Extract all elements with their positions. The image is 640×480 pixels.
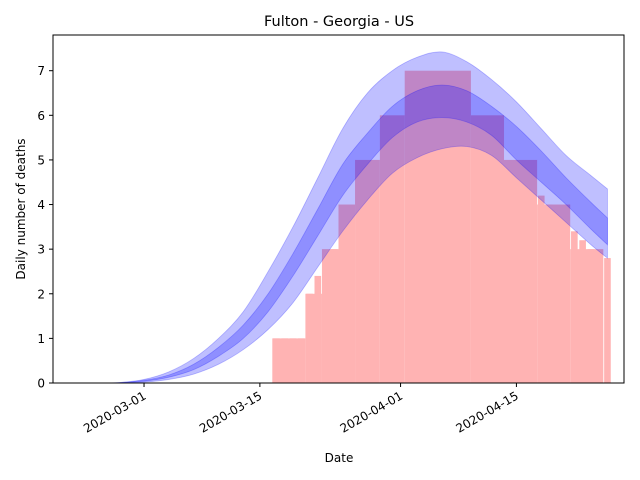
weekly-bar <box>338 204 356 383</box>
weekly-bar <box>379 115 405 384</box>
outer-band <box>94 51 608 384</box>
y-axis-label: Daily number of deaths <box>14 138 28 279</box>
y-tick-label: 7 <box>37 64 45 78</box>
weekly-bar <box>537 204 571 383</box>
weekly-bar <box>570 249 604 383</box>
y-axis: 0 1 2 3 4 5 6 7 <box>37 64 53 391</box>
plot-area <box>94 51 611 384</box>
y-tick-label: 4 <box>37 198 45 212</box>
weekly-bar <box>470 115 505 384</box>
x-tick-label: 2020-03-01 <box>81 389 148 436</box>
weekly-bar <box>321 249 339 383</box>
y-tick-label: 0 <box>37 377 45 391</box>
weekly-bar <box>272 338 306 383</box>
y-tick-label: 6 <box>37 109 45 123</box>
x-axis-label: Date <box>325 451 354 465</box>
inner-band <box>94 84 608 384</box>
weekly-bar <box>355 159 380 383</box>
weekly-bar <box>404 70 471 383</box>
y-tick-label: 1 <box>37 332 45 346</box>
daily-bar <box>604 258 611 383</box>
chart-title: Fulton - Georgia - US <box>264 14 414 30</box>
weekly-bar <box>504 159 538 383</box>
x-axis: 2020-03-01 2020-03-15 2020-04-01 2020-04-15 <box>81 383 521 436</box>
y-tick-label: 3 <box>37 243 45 257</box>
y-tick-label: 5 <box>37 153 45 167</box>
y-tick-label: 2 <box>37 287 45 301</box>
plot-frame <box>52 34 625 384</box>
x-tick-label: 2020-03-15 <box>197 389 264 436</box>
x-tick-label: 2020-04-01 <box>338 389 405 436</box>
x-tick-label: 2020-04-15 <box>454 389 521 436</box>
weekly-bar <box>305 293 322 383</box>
